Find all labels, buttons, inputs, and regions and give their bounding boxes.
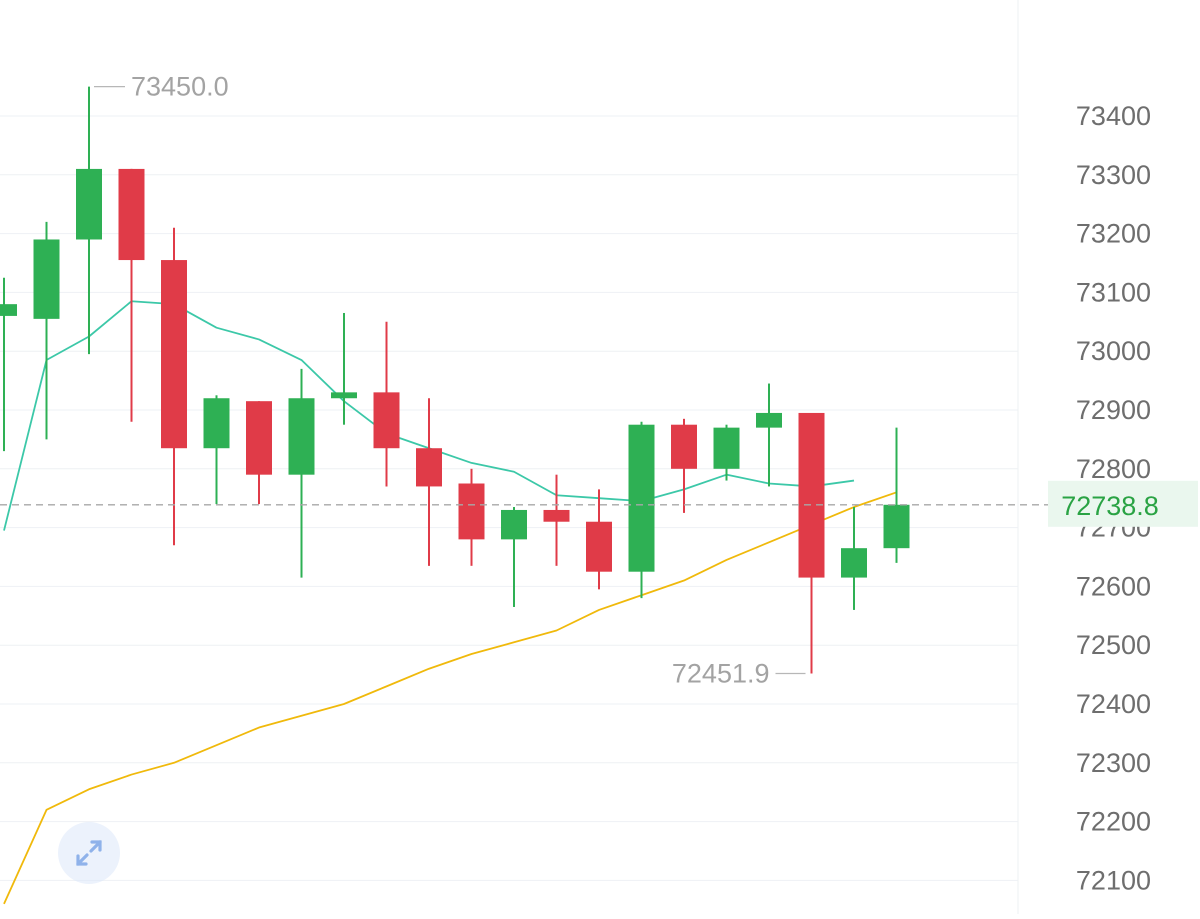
low-annotation: 72451.9 [672,658,770,688]
candle-body[interactable] [33,239,60,319]
candle-body[interactable] [713,427,740,469]
candle[interactable] [841,507,867,610]
candle[interactable] [501,507,527,607]
candle-body[interactable] [373,392,400,449]
candle[interactable] [203,395,230,505]
grid-lines [0,115,1018,881]
candles[interactable] [0,86,910,674]
candle[interactable] [713,424,740,481]
y-tick-label: 72200 [1076,807,1151,837]
candle[interactable] [288,368,315,578]
moving-average-lines [3,300,897,905]
candle[interactable] [628,421,655,599]
y-tick-label: 72400 [1076,689,1151,719]
candle[interactable] [33,221,60,440]
y-tick-label: 73300 [1076,160,1151,190]
candle[interactable] [756,383,782,487]
candle-body[interactable] [416,448,442,487]
candle[interactable] [373,321,400,487]
y-axis-panel [1018,0,1200,914]
y-tick-label: 72300 [1076,748,1151,778]
y-tick-label: 73200 [1076,219,1151,249]
high-low-annotations: 73450.0 72451.9 [94,72,806,688]
candle[interactable] [0,277,17,452]
candle-body[interactable] [756,412,782,428]
candle-body[interactable] [883,504,910,549]
candle[interactable] [543,474,570,566]
candle[interactable] [331,312,357,425]
candle[interactable] [586,489,612,590]
candle[interactable] [798,412,825,674]
candle[interactable] [118,168,145,422]
candle-body[interactable] [671,424,697,469]
y-tick-label: 72800 [1076,454,1151,484]
y-tick-label: 72900 [1076,395,1151,425]
high-annotation: 73450.0 [131,72,229,102]
y-tick-label: 73400 [1076,101,1151,131]
y-axis: 7340073300732007310073000729007280072700… [1076,101,1151,895]
candle-body[interactable] [628,424,655,572]
candle[interactable] [671,418,697,513]
candle-body[interactable] [543,509,570,522]
candle[interactable] [246,401,272,505]
candle-body[interactable] [203,398,230,449]
candle-body[interactable] [118,168,145,261]
candle-body[interactable] [76,168,102,240]
current-price-label: 72738.8 [1061,491,1159,521]
y-tick-label: 72100 [1076,865,1151,895]
candle[interactable] [883,427,910,563]
current-price-tag-background [1048,480,1198,527]
candle[interactable] [416,398,442,566]
candle[interactable] [161,227,187,546]
candle-body[interactable] [331,392,357,399]
candle-body[interactable] [0,304,17,316]
ma-line [3,491,897,905]
y-tick-label: 73000 [1076,336,1151,366]
current-price-marker: 72738.8 [0,480,1198,527]
candle-body[interactable] [288,398,315,475]
candle-body[interactable] [798,412,825,578]
candle-body[interactable] [841,548,867,578]
candle[interactable] [458,468,485,566]
expand-chart-button[interactable] [58,822,120,884]
y-tick-label: 72600 [1076,571,1151,601]
expand-arrows-icon [76,840,102,866]
candle-body[interactable] [246,401,272,475]
candle-body[interactable] [586,521,612,572]
y-tick-label: 73100 [1076,277,1151,307]
y-tick-label: 72500 [1076,630,1151,660]
candle-body[interactable] [458,483,485,540]
candle-body[interactable] [501,509,527,540]
candle-body[interactable] [161,260,187,449]
candle[interactable] [76,86,102,355]
